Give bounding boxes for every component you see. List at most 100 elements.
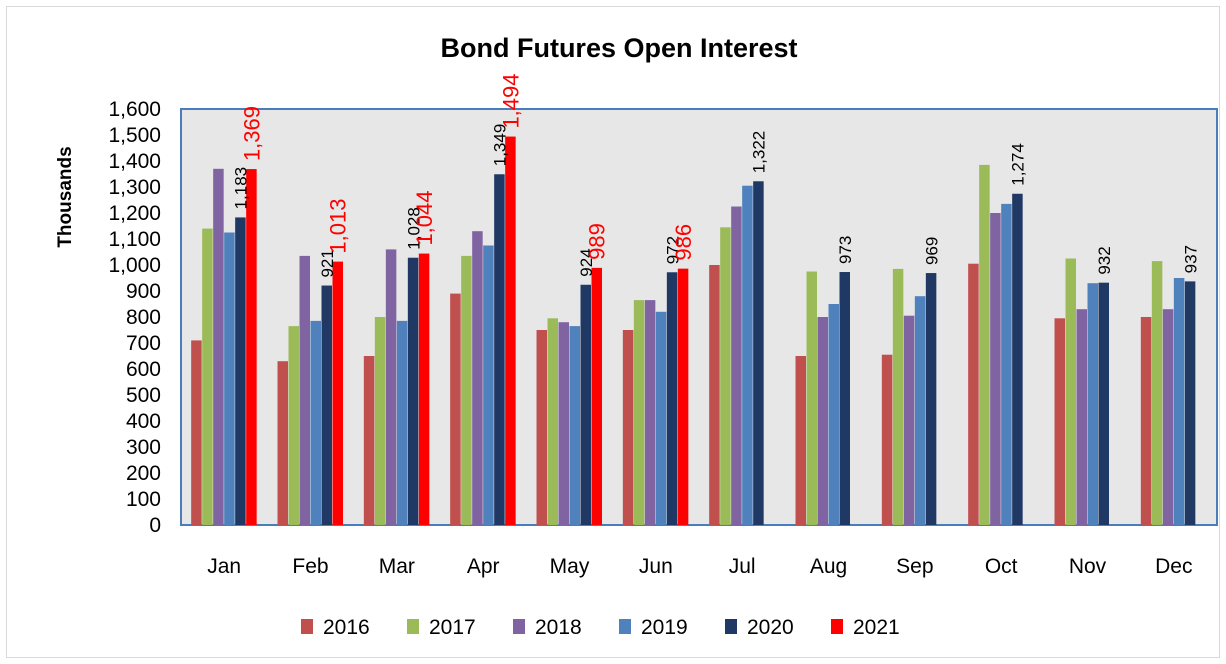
y-tick-label: 900	[126, 280, 161, 303]
legend: 2016 2017 2018 2019 2020 2021	[301, 616, 900, 639]
chart-frame: Bond Futures Open Interest Thousands 1,1…	[6, 6, 1220, 658]
bar-2020-mar	[407, 257, 419, 525]
bar-2019-sep	[914, 296, 926, 525]
y-tick-label: 500	[126, 384, 161, 407]
bar-2020-apr	[494, 174, 505, 525]
y-axis-ticks: 0 100 200 300 400 500 600 700 800 900 1,000 1,100 1,…	[108, 98, 161, 537]
y-tick-label: 600	[126, 358, 161, 381]
bar-2017-apr	[461, 255, 472, 525]
data-label-2020-dec: 937	[1181, 245, 1200, 273]
bar-2021-apr	[505, 136, 516, 525]
bar-2017-may	[547, 318, 558, 525]
bar-2019-feb	[310, 320, 321, 525]
plot-area	[180, 108, 1218, 526]
x-tick-label: Sep	[896, 555, 933, 578]
y-tick-label: 1,400	[108, 150, 161, 173]
x-tick-label: Oct	[985, 555, 1018, 578]
bar-2018-nov	[1076, 309, 1087, 525]
x-tick-label: Mar	[379, 555, 415, 578]
data-label-2020-may: 924	[577, 248, 596, 276]
x-tick-label: Jun	[639, 555, 673, 578]
bar-2017-nov	[1065, 258, 1076, 525]
bar-2018-feb	[299, 255, 310, 525]
data-label-2020-oct: 1,274	[1009, 143, 1028, 186]
bar-2017-jan	[202, 228, 213, 525]
y-tick-label: 1,300	[108, 176, 161, 199]
bar-2019-nov	[1087, 283, 1098, 525]
y-tick-label: 300	[126, 436, 161, 459]
bar-2019-dec	[1173, 278, 1185, 525]
bar-2016-jan	[191, 340, 202, 525]
data-label-2020-apr: 1,349	[491, 124, 510, 167]
legend-label-2018: 2018	[535, 616, 582, 639]
bar-2020-nov	[1098, 282, 1109, 525]
data-label-2021-apr: 1,494	[498, 73, 523, 128]
bar-2016-dec	[1140, 317, 1152, 525]
bar-2016-aug	[795, 356, 806, 525]
bar-2017-sep	[892, 268, 904, 525]
data-label-2020-sep: 969	[922, 237, 941, 265]
bar-2020-jun	[666, 272, 678, 525]
legend-swatch-2021	[831, 619, 843, 634]
bar-2018-oct	[990, 213, 1001, 525]
y-tick-label: 0	[149, 514, 161, 537]
legend-label-2017: 2017	[429, 616, 476, 639]
y-tick-label: 700	[126, 332, 161, 355]
data-label-2020-mar: 1,028	[404, 207, 423, 250]
data-label-2021-jun: 986	[671, 224, 696, 261]
legend-swatch-2019	[619, 619, 631, 634]
data-label-2020-feb: 921	[318, 249, 337, 277]
y-tick-label: 200	[126, 462, 161, 485]
legend-swatch-2016	[301, 619, 313, 634]
bar-2018-jun	[644, 300, 656, 525]
bar-2019-apr	[483, 245, 494, 525]
bar-2017-jun	[633, 300, 645, 525]
data-label-group: 1,183 921 1,028 1,349 924 972 1,322 973 969 1,274…	[232, 73, 1201, 277]
bar-2017-aug	[806, 271, 817, 525]
y-tick-label: 1,000	[108, 254, 161, 277]
bar-2020-aug	[839, 272, 850, 525]
bar-2019-jun	[655, 311, 667, 525]
bar-2017-jul	[720, 227, 731, 526]
bar-2020-may	[580, 284, 591, 525]
bar-2018-apr	[472, 231, 483, 525]
legend-label-2016: 2016	[323, 616, 370, 639]
bar-2021-jan	[246, 169, 257, 525]
data-label-2020-jul: 1,322	[750, 131, 769, 174]
y-axis-label: Thousands	[55, 146, 76, 247]
bar-2019-aug	[828, 304, 839, 525]
bar-2018-dec	[1162, 309, 1174, 525]
x-axis-ticks: Jan Feb Mar Apr May Jun Jul Aug Sep Oct Nov Dec	[207, 555, 1192, 578]
bar-2016-apr	[450, 293, 461, 525]
bar-2016-oct	[968, 263, 979, 525]
y-tick-label: 1,500	[108, 124, 161, 147]
bar-2019-oct	[1001, 203, 1012, 525]
bar-2016-mar	[363, 356, 375, 525]
bar-2020-sep	[925, 273, 937, 525]
y-tick-label: 100	[126, 488, 161, 511]
data-label-2021-may: 989	[585, 223, 610, 260]
bar-2021-jun	[677, 268, 689, 525]
bar-2021-feb	[332, 261, 343, 525]
data-label-2021-mar: 1,044	[412, 190, 437, 245]
bar-2017-mar	[374, 317, 386, 525]
bar-2018-mar	[385, 249, 397, 525]
data-label-2020-nov: 932	[1095, 246, 1114, 274]
legend-label-2019: 2019	[641, 616, 688, 639]
x-tick-label: Apr	[467, 555, 500, 578]
bar-2020-jan	[235, 217, 246, 526]
bar-2016-may	[536, 330, 547, 525]
legend-label-2020: 2020	[747, 616, 794, 639]
bar-2016-feb	[277, 361, 288, 525]
y-tick-label: 1,100	[108, 228, 161, 251]
bar-2019-jan	[224, 232, 235, 525]
data-label-2020-jan: 1,183	[232, 167, 251, 210]
x-tick-label: Dec	[1155, 555, 1192, 578]
bar-2018-may	[558, 322, 569, 525]
y-tick-label: 400	[126, 410, 161, 433]
bar-2018-jan	[213, 168, 224, 526]
y-tick-label: 800	[126, 306, 161, 329]
bar-2016-sep	[881, 354, 893, 525]
bar-2017-dec	[1151, 261, 1163, 525]
bar-2020-dec	[1184, 281, 1196, 525]
